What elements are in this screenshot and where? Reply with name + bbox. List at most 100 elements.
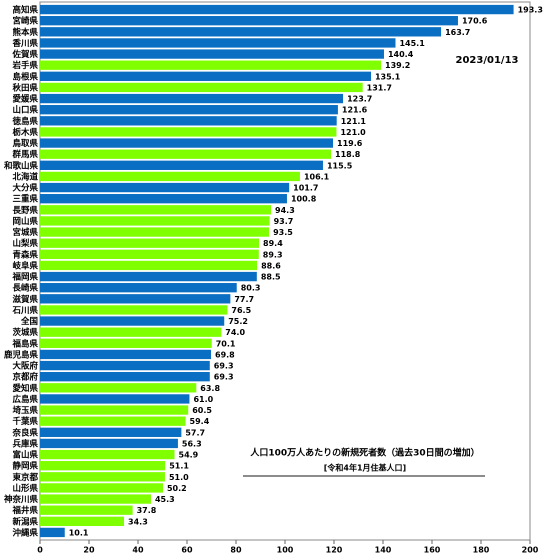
chart-title: 人口100万人あたりの新規死者数（過去30日間の増加） (249, 447, 479, 459)
value-label: 88.6 (261, 261, 281, 270)
y-tick-label: 徳島県 (11, 116, 38, 127)
value-label: 88.5 (261, 273, 281, 282)
y-tick-label: 青森県 (12, 249, 38, 260)
value-label: 77.7 (234, 295, 254, 304)
y-tick-label: 香川県 (11, 38, 38, 49)
bar (40, 438, 178, 449)
bar (40, 271, 257, 282)
bar (40, 93, 344, 104)
bar (40, 305, 228, 315)
value-label: 89.4 (263, 239, 283, 248)
bar (40, 527, 65, 538)
value-label: 89.3 (263, 250, 283, 259)
value-label: 34.3 (128, 517, 148, 526)
bar (40, 4, 514, 15)
value-label: 115.5 (327, 161, 353, 170)
y-tick-label: 島根県 (12, 71, 38, 82)
bar (40, 249, 259, 259)
bar (40, 149, 332, 159)
y-tick-label: 山梨県 (12, 238, 38, 249)
bar (40, 216, 270, 226)
bar (40, 27, 442, 37)
value-label: 45.3 (155, 495, 175, 504)
bar (40, 127, 337, 137)
bar (40, 227, 270, 237)
value-label: 70.1 (216, 339, 236, 348)
value-label: 139.2 (385, 61, 410, 70)
bar (40, 416, 186, 426)
y-tick-label: 石川県 (11, 305, 38, 316)
bar (40, 71, 371, 81)
value-label: 101.7 (293, 184, 318, 193)
value-label: 60.5 (192, 406, 212, 415)
bar (40, 116, 337, 126)
y-tick-label: 千葉県 (12, 416, 38, 427)
value-label: 119.6 (337, 139, 363, 148)
value-label: 170.6 (462, 17, 488, 26)
value-label: 118.8 (335, 150, 361, 159)
bar (40, 194, 287, 204)
value-label: 76.5 (231, 306, 251, 315)
y-tick-label: 茨城県 (12, 327, 38, 338)
y-tick-label: 岐阜県 (12, 260, 38, 271)
value-label: 74.0 (225, 328, 245, 337)
value-label: 50.2 (167, 484, 187, 493)
value-label: 51.1 (169, 462, 189, 471)
y-tick-label: 沖縄県 (12, 527, 38, 538)
bar (40, 327, 222, 337)
value-label: 51.0 (169, 473, 189, 482)
bar (40, 160, 323, 170)
plot-frame (39, 1, 531, 541)
bar (40, 238, 260, 248)
bar (40, 294, 231, 304)
y-tick-label: 長崎県 (12, 283, 38, 294)
y-tick-label: 滋賀県 (12, 294, 38, 305)
bar (40, 383, 197, 393)
y-tick-label: 広島県 (12, 394, 38, 405)
bar (40, 449, 175, 460)
bar (40, 494, 151, 504)
value-label: 121.6 (342, 106, 368, 115)
x-tick-label: 200 (522, 546, 539, 555)
y-tick-label: 鳥取県 (12, 138, 38, 149)
x-tick-label: 120 (326, 546, 343, 555)
y-tick-label: 北海道 (12, 171, 38, 182)
x-tick-label: 60 (181, 546, 193, 555)
value-label: 61.0 (193, 395, 213, 404)
value-label: 145.1 (399, 39, 425, 48)
y-tick-label: 神奈川県 (4, 494, 39, 505)
y-tick-label: 和歌山県 (4, 160, 39, 171)
y-tick-label: 大阪府 (12, 361, 38, 372)
bar (40, 49, 384, 59)
bar (40, 60, 382, 70)
x-tick-label: 180 (473, 546, 490, 555)
value-label: 63.8 (200, 384, 220, 393)
bar (40, 38, 396, 48)
y-tick-label: 大分県 (12, 183, 38, 194)
value-label: 135.1 (375, 72, 401, 81)
y-tick-label: 兵庫県 (12, 438, 38, 449)
y-tick-label: 高知県 (12, 5, 38, 16)
x-tick-label: 160 (424, 546, 441, 555)
bar (40, 260, 258, 271)
value-label: 106.1 (304, 172, 330, 181)
value-label: 131.7 (367, 83, 392, 92)
x-tick-label: 100 (277, 546, 294, 555)
y-tick-label: 新潟県 (12, 516, 38, 527)
y-tick-label: 群馬県 (11, 149, 38, 160)
value-label: 140.4 (388, 50, 414, 59)
bar (40, 349, 212, 360)
value-label: 121.0 (340, 128, 366, 137)
value-label: 69.3 (214, 373, 234, 382)
x-tick-label: 40 (132, 546, 144, 555)
x-tick-label: 80 (230, 546, 242, 555)
y-tick-label: 奈良県 (11, 427, 38, 438)
bar (40, 405, 189, 415)
bar (40, 461, 166, 471)
chart-subtitle: [令和4年1月住基人口] (324, 463, 406, 473)
value-label: 193.3 (518, 6, 543, 15)
value-label: 54.9 (179, 451, 199, 460)
y-tick-label: 岡山県 (12, 216, 38, 227)
value-label: 10.1 (69, 528, 89, 537)
